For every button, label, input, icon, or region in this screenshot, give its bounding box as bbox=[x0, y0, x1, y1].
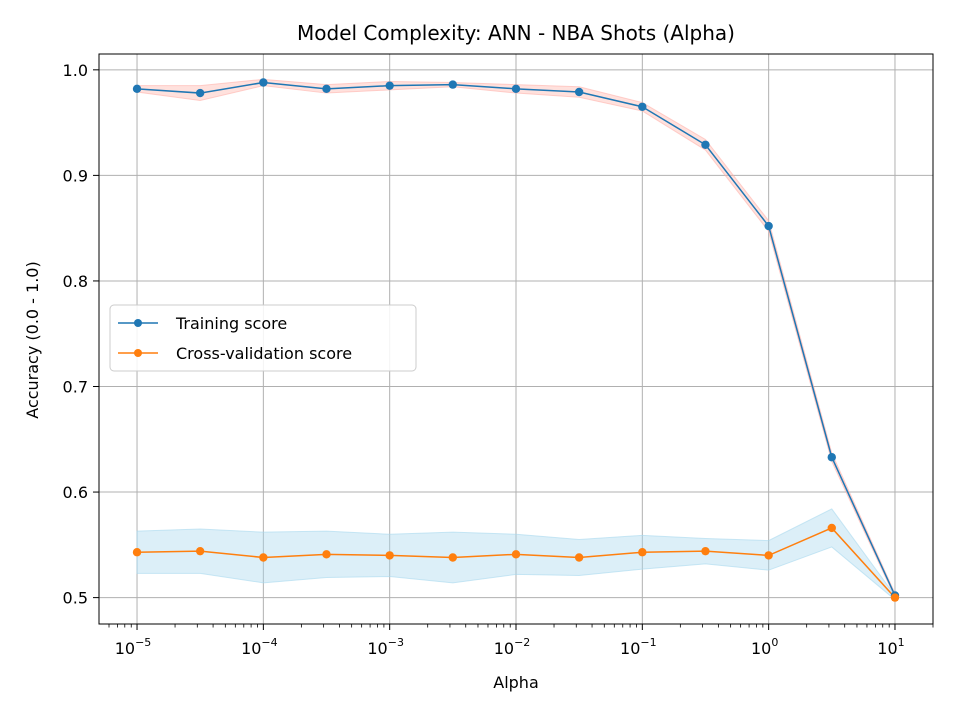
x-tick-label: 10−2 bbox=[494, 636, 531, 658]
series-markers bbox=[132, 78, 900, 602]
data-point-cross-validation bbox=[132, 548, 142, 557]
x-axis-ticks: 10−5 10−4 10−3 10−2 10−1 100 101 bbox=[108, 624, 934, 658]
data-point-training bbox=[448, 80, 457, 89]
legend-marker-cross-validation bbox=[134, 349, 142, 357]
x-axis-title: Alpha bbox=[493, 673, 539, 692]
data-point-training bbox=[385, 81, 394, 90]
data-point-training bbox=[132, 84, 142, 94]
legend-label-training: Training score bbox=[175, 314, 287, 333]
chart-title: Model Complexity: ANN - NBA Shots (Alpha… bbox=[297, 21, 735, 45]
y-tick-label: 1.0 bbox=[63, 61, 88, 80]
data-point-cross-validation bbox=[385, 551, 394, 560]
data-point-training bbox=[574, 87, 584, 97]
data-point-cross-validation bbox=[638, 548, 647, 557]
data-point-cross-validation bbox=[195, 546, 205, 556]
legend-marker-training bbox=[134, 319, 142, 327]
y-tick-label: 0.7 bbox=[63, 378, 88, 397]
data-point-cross-validation bbox=[574, 553, 584, 562]
data-point-training bbox=[764, 221, 773, 231]
data-point-cross-validation bbox=[259, 553, 268, 562]
x-tick-label: 10−1 bbox=[620, 636, 657, 658]
y-tick-label: 0.5 bbox=[63, 589, 88, 608]
x-tick-label: 10−4 bbox=[241, 636, 278, 658]
x-tick-label: 10−5 bbox=[115, 636, 152, 658]
y-tick-label: 0.6 bbox=[63, 483, 88, 502]
y-axis-title: Accuracy (0.0 - 1.0) bbox=[23, 261, 42, 418]
data-point-cross-validation bbox=[890, 593, 900, 602]
y-tick-label: 0.8 bbox=[63, 272, 88, 291]
data-point-cross-validation bbox=[448, 553, 457, 562]
data-point-cross-validation bbox=[511, 550, 521, 559]
data-point-training bbox=[259, 78, 268, 87]
x-tick-label: 101 bbox=[877, 636, 904, 658]
x-tick-label: 100 bbox=[751, 636, 778, 658]
data-point-training bbox=[511, 84, 521, 94]
x-tick-label: 10−3 bbox=[367, 636, 404, 658]
data-point-cross-validation bbox=[827, 523, 836, 533]
data-point-training bbox=[827, 453, 836, 462]
data-point-cross-validation bbox=[322, 550, 331, 559]
data-point-training bbox=[638, 102, 647, 111]
y-tick-label: 0.9 bbox=[63, 166, 88, 185]
y-axis-ticks: 0.5 0.6 0.7 0.8 0.9 1.0 bbox=[63, 61, 99, 608]
legend: Training score Cross-validation score bbox=[109, 304, 417, 372]
legend-box bbox=[109, 304, 417, 372]
data-point-training bbox=[322, 84, 331, 94]
legend-label-cross-validation: Cross-validation score bbox=[176, 344, 352, 363]
data-point-cross-validation bbox=[764, 551, 773, 560]
data-point-cross-validation bbox=[701, 546, 710, 556]
data-point-training bbox=[195, 88, 205, 98]
data-point-training bbox=[701, 140, 710, 149]
